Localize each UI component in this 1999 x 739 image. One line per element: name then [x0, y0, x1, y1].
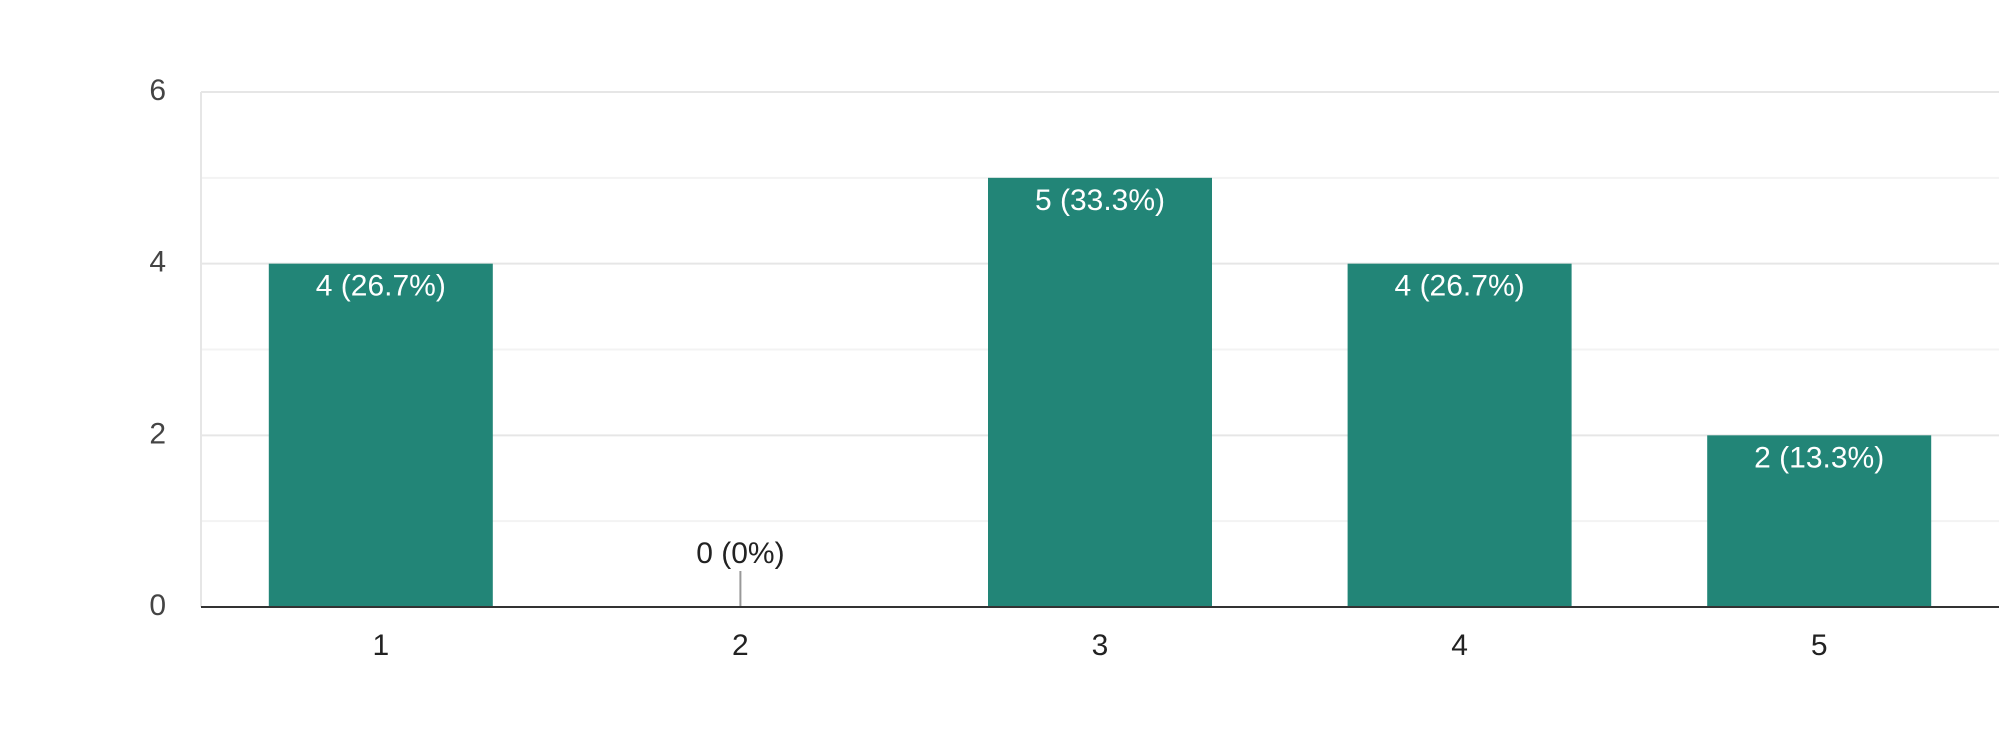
y-tick-label: 0: [149, 589, 166, 622]
x-tick-label: 5: [1811, 629, 1828, 662]
bar: [268, 263, 493, 607]
y-tick-label: 2: [149, 417, 166, 450]
value-label: 0 (0%): [696, 537, 784, 570]
x-tick-label: 2: [732, 629, 749, 662]
bar: [1707, 435, 1932, 607]
x-tick-label: 3: [1092, 629, 1109, 662]
value-label: 5 (33.3%): [1035, 184, 1165, 217]
value-label: 4 (26.7%): [1395, 270, 1525, 303]
x-tick-label: 1: [372, 629, 389, 662]
bar: [988, 177, 1212, 608]
value-label: 4 (26.7%): [316, 270, 446, 303]
x-tick-label: 4: [1451, 629, 1468, 662]
value-label: 2 (13.3%): [1754, 441, 1884, 474]
y-tick-label: 6: [149, 74, 166, 107]
bar: [1347, 263, 1572, 607]
y-tick-label: 4: [149, 246, 166, 279]
